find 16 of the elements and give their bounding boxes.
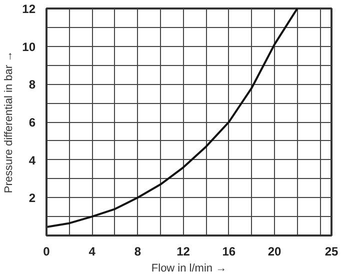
y-tick-label: 6 (28, 116, 36, 130)
x-tick-label: 8 (134, 244, 142, 258)
line-series (46, 8, 298, 228)
x-tick-label: 20 (268, 244, 282, 258)
x-tick-label: 0 (43, 244, 50, 258)
y-tick-label: 12 (22, 2, 36, 16)
y-tick-label: 10 (22, 40, 36, 54)
x-tick-label: 25 (324, 244, 338, 258)
x-axis-title: Flow in l/min → (151, 262, 227, 274)
y-tick-label: 4 (28, 153, 36, 168)
y-axis-title: Pressure differential in bar → (3, 50, 16, 194)
x-tick-label: 12 (176, 244, 190, 258)
y-tick-label: 2 (28, 191, 36, 206)
y-tick-label: 8 (28, 78, 36, 92)
x-tick-label: 16 (222, 244, 236, 258)
x-tick-label: 4 (88, 244, 96, 258)
